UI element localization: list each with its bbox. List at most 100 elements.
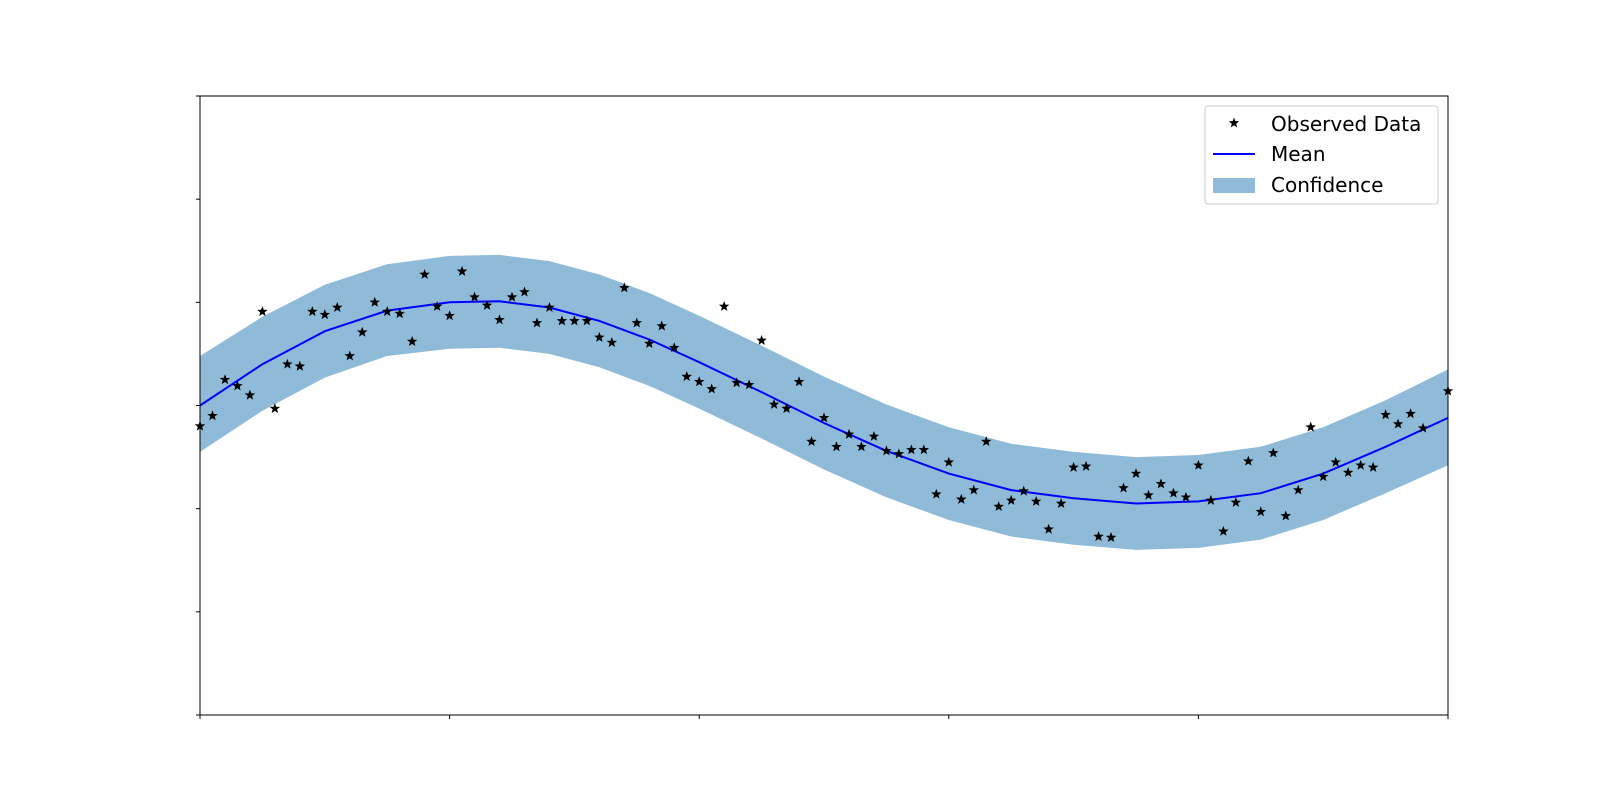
legend: Observed Data Mean Confidence (1204, 105, 1439, 205)
observed-point (332, 301, 343, 312)
observed-point (307, 306, 318, 317)
observed-point (631, 317, 643, 328)
observed-points (194, 265, 1454, 542)
legend-star-icon (1228, 117, 1240, 128)
observed-point (531, 317, 543, 328)
observed-point (1305, 421, 1316, 432)
observed-point (519, 286, 530, 297)
observed-point (1018, 485, 1029, 496)
observed-point (394, 308, 405, 319)
observed-point (644, 338, 655, 349)
observed-point (481, 299, 493, 310)
observed-point (544, 301, 555, 312)
legend-entry-confidence: Confidence (1213, 173, 1383, 197)
observed-point (1143, 489, 1154, 500)
observed-point (369, 296, 380, 307)
observed-point (469, 291, 480, 302)
observed-point (981, 436, 992, 447)
observed-point (1105, 532, 1117, 542)
observed-point (1255, 506, 1267, 517)
legend-entry-observed: Observed Data (1228, 112, 1421, 136)
observed-point (619, 282, 630, 293)
observed-point (831, 441, 842, 452)
observed-point (1230, 496, 1242, 507)
observed-point (1367, 461, 1379, 472)
observed-point (768, 398, 780, 409)
observed-point (1342, 467, 1354, 478)
observed-point (569, 315, 580, 326)
observed-point (257, 306, 268, 317)
observed-point (806, 436, 817, 447)
observed-point (1317, 471, 1329, 482)
legend-label-observed: Observed Data (1271, 112, 1421, 136)
observed-point (1068, 461, 1079, 472)
observed-point (381, 306, 393, 317)
legend-entry-mean: Mean (1213, 142, 1326, 166)
observed-point (818, 412, 830, 423)
observed-point (606, 337, 618, 348)
observed-point (1080, 460, 1092, 471)
observed-point (968, 484, 979, 495)
observed-point (743, 379, 755, 390)
observed-point (1193, 459, 1204, 470)
observed-point (581, 315, 593, 326)
observed-point (1355, 459, 1366, 470)
legend-label-confidence: Confidence (1271, 173, 1383, 197)
observed-point (1155, 478, 1167, 489)
plot-area (194, 254, 1454, 550)
observed-point (1243, 455, 1254, 466)
observed-point (219, 374, 231, 385)
observed-point (1293, 484, 1304, 495)
observed-point (993, 501, 1004, 512)
observed-point (456, 265, 468, 276)
observed-point (344, 350, 355, 361)
observed-point (718, 300, 730, 311)
observed-point (706, 383, 717, 394)
observed-point (207, 410, 218, 421)
observed-point (319, 309, 331, 320)
observed-point (656, 320, 667, 331)
observed-point (444, 310, 455, 321)
observed-point (856, 441, 867, 452)
observed-point (232, 380, 243, 391)
observed-point (843, 428, 855, 439)
observed-point (1130, 468, 1142, 479)
observed-point (1093, 531, 1104, 541)
mean-line (199, 300, 1449, 505)
observed-point (1055, 498, 1067, 508)
observed-point (294, 360, 306, 371)
observed-point (1280, 510, 1291, 521)
observed-point (494, 314, 505, 325)
observed-point (1180, 491, 1192, 502)
observed-point (1168, 487, 1179, 498)
observed-point (693, 376, 705, 387)
observed-point (431, 300, 443, 311)
observed-point (1405, 408, 1416, 419)
observed-point (793, 376, 805, 387)
legend-label-mean: Mean (1271, 142, 1326, 166)
observed-point (282, 358, 293, 369)
observed-point (506, 291, 518, 302)
observed-point (1043, 523, 1054, 534)
observed-point (756, 335, 767, 345)
observed-point (556, 315, 568, 326)
observed-point (1005, 494, 1017, 505)
observed-point (419, 268, 430, 279)
axis-ticks (196, 95, 1449, 719)
observed-point (956, 493, 967, 504)
observed-point (669, 342, 680, 353)
observed-point (1392, 418, 1404, 429)
confidence-band (200, 254, 1448, 550)
observed-point (1268, 447, 1279, 458)
observed-point (406, 336, 418, 346)
observed-point (1030, 495, 1042, 506)
observed-point (868, 430, 880, 441)
observed-point (918, 444, 930, 455)
observed-point (1218, 525, 1229, 536)
observed-point (681, 371, 692, 382)
observed-point (893, 448, 905, 459)
observed-point (1330, 456, 1341, 467)
observed-point (1380, 409, 1391, 420)
observed-point (931, 488, 942, 499)
